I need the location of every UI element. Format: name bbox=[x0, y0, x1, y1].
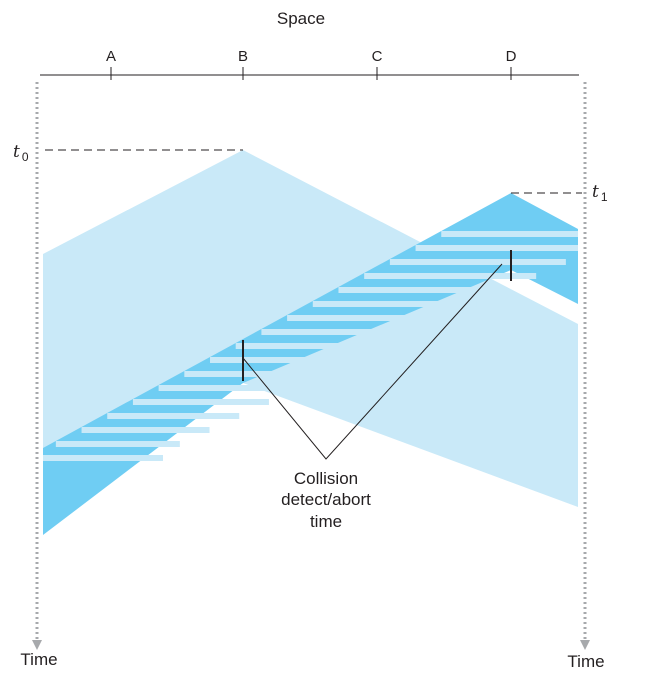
station-label-c: C bbox=[372, 48, 383, 65]
overlap-stripe bbox=[43, 455, 163, 461]
time-label-right: Time bbox=[567, 652, 604, 671]
overlap-stripe bbox=[210, 357, 359, 363]
overlap-stripe bbox=[364, 273, 537, 279]
overlap-stripe bbox=[287, 315, 448, 321]
overlap-stripe bbox=[132, 399, 269, 405]
collision-leader-lines bbox=[242, 263, 503, 460]
overlap-stripe bbox=[107, 413, 240, 419]
overlap-stripe bbox=[158, 385, 299, 391]
time-label-left: Time bbox=[20, 650, 57, 669]
time-axis-right-arrow bbox=[580, 640, 590, 650]
overlap-stripe bbox=[235, 343, 388, 349]
collision-label-line-2: detect/abort bbox=[281, 490, 371, 509]
overlap-stripe bbox=[312, 301, 477, 307]
overlap-stripe bbox=[81, 427, 210, 433]
station-label-b: B bbox=[238, 48, 248, 65]
overlap-stripe bbox=[338, 287, 507, 293]
time-axis-left-arrow bbox=[32, 640, 42, 650]
collision-label-line-1: Collision bbox=[294, 469, 358, 488]
overlap-stripe bbox=[415, 245, 578, 251]
space-label: Space bbox=[277, 9, 325, 28]
overlap-stripe bbox=[55, 441, 180, 447]
station-label-d: D bbox=[506, 48, 517, 65]
overlap-stripe bbox=[261, 329, 418, 335]
collision-overlap-stripes bbox=[43, 231, 578, 461]
overlap-stripe bbox=[441, 231, 578, 237]
station-label-a: A bbox=[106, 48, 116, 65]
collision-label-line-3: time bbox=[310, 512, 342, 531]
overlap-stripe bbox=[389, 259, 566, 265]
